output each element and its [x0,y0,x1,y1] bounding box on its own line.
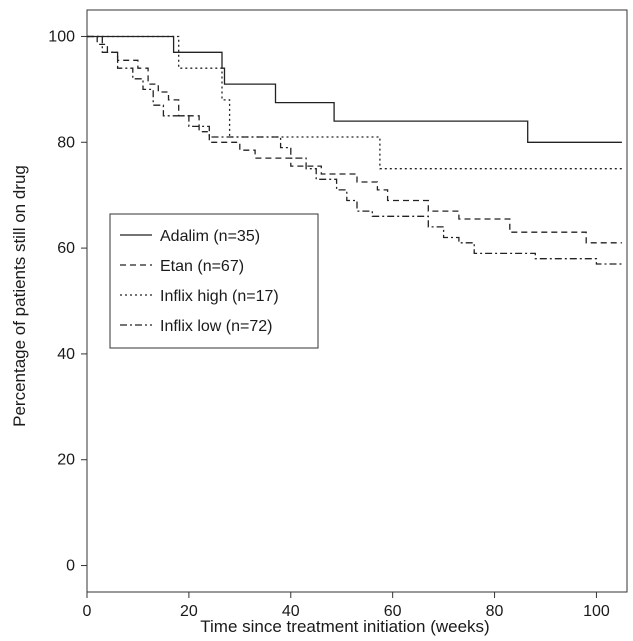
series-line-1 [87,35,622,244]
plot-frame [86,9,628,593]
x-tick-label: 80 [486,603,504,620]
y-tick-label: 60 [57,240,75,257]
legend-items: Adalim (n=35) Etan (n=67) Inflix high (n=1… [120,228,279,335]
y-tick-label: 100 [48,28,75,45]
legend: Adalim (n=35) Etan (n=67) Inflix high (n=1… [109,213,319,349]
y-tick-label: 20 [57,452,75,469]
legend-label-3: Inflix low (n=72) [160,318,273,335]
series-line-0 [87,35,622,143]
legend-box [109,213,319,349]
series-line-3 [87,35,622,265]
series-layer [87,35,622,265]
y-tick-label: 80 [57,134,75,151]
y-tick-label: 40 [57,346,75,363]
x-tick-label: 0 [83,603,92,620]
x-axis-label: Time since treatment initiation (weeks) [200,617,489,636]
y-axis-label: Percentage of patients still on drug [10,165,29,427]
series-line-2 [87,35,622,170]
y-tick-label: 0 [66,558,75,575]
x-tick-label: 40 [282,603,300,620]
x-tick-label: 60 [384,603,402,620]
legend-label-0: Adalim (n=35) [160,228,260,245]
x-tick-label: 20 [180,603,198,620]
tick-layer: 0 20 40 60 80 100 0 20 40 60 80 100 [48,28,610,620]
x-tick-label: 100 [583,603,610,620]
legend-label-2: Inflix high (n=17) [160,288,279,305]
legend-label-1: Etan (n=67) [160,258,244,275]
